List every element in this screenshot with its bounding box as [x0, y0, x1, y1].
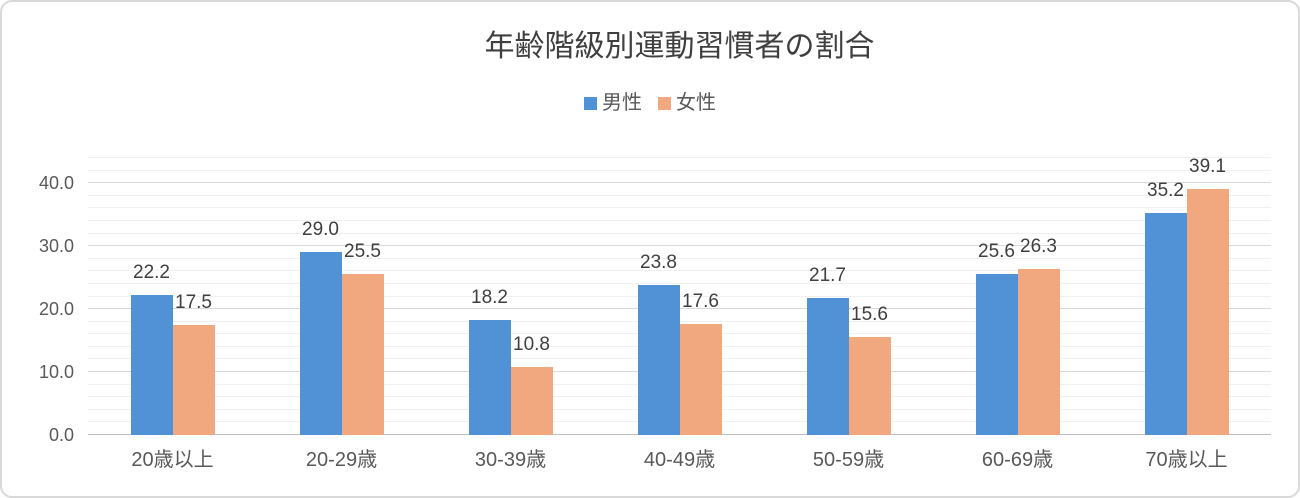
category-group: 18.2 10.8 30-39歳	[426, 158, 595, 471]
legend-label-male: 男性	[602, 92, 642, 114]
minor-gridline	[88, 219, 1271, 221]
data-label-male: 18.2	[471, 287, 508, 309]
male-series-swatch-icon	[584, 96, 597, 110]
bar-female[interactable]	[510, 367, 553, 435]
x-axis-category-label: 30-39歳	[474, 449, 547, 471]
minor-gridline	[88, 194, 1271, 196]
bar-male[interactable]	[806, 298, 849, 435]
plot-area: 0.0 10.0 20.0 30.0 40.0 22.2 17.5 20歳以上 29.0 25.…	[39, 155, 1271, 471]
legend: 男性 女性	[2, 90, 1298, 116]
bar-female[interactable]	[679, 324, 722, 435]
x-axis-category-label: 70歳以上	[1145, 449, 1228, 471]
data-label-female: 26.3	[1020, 236, 1057, 258]
x-axis-category-label: 60-69歳	[981, 449, 1054, 471]
bar-female[interactable]	[848, 336, 891, 435]
data-label-female: 17.5	[175, 291, 212, 313]
category-group: 25.6 26.3 60-69歳	[933, 158, 1102, 471]
data-label-male: 25.6	[978, 240, 1015, 262]
x-axis-category-label: 40-49歳	[643, 449, 716, 471]
data-label-male: 35.2	[1147, 180, 1184, 202]
bar-male[interactable]	[130, 295, 173, 435]
data-label-female: 15.6	[851, 303, 888, 325]
category-group: 22.2 17.5 20歳以上	[88, 158, 257, 471]
minor-gridline	[88, 320, 1271, 322]
bar-groups: 22.2 17.5 20歳以上 29.0 25.5 20-29歳 18.2 10.8 30-39…	[88, 155, 1271, 471]
y-axis-tick-label: 10.0	[38, 362, 74, 383]
bar-male[interactable]	[1144, 213, 1187, 435]
minor-gridline	[88, 295, 1271, 297]
x-axis-category-label: 50-59歳	[812, 449, 885, 471]
x-axis-category-label: 20-29歳	[305, 449, 378, 471]
minor-gridline	[88, 232, 1271, 234]
major-gridline	[88, 308, 1271, 310]
y-axis-tick-label: 20.0	[38, 299, 74, 320]
bar-female[interactable]	[1186, 188, 1229, 435]
category-group: 29.0 25.5 20-29歳	[257, 158, 426, 471]
y-axis-tick-label: 0.0	[48, 425, 74, 445]
female-series-swatch-icon	[658, 96, 671, 110]
minor-gridline	[88, 257, 1271, 259]
data-label-male: 22.2	[133, 262, 170, 284]
bar-female[interactable]	[1017, 269, 1060, 435]
minor-gridline	[88, 282, 1271, 284]
legend-label-female: 女性	[676, 92, 716, 114]
data-label-female: 10.8	[513, 334, 550, 356]
bar-female[interactable]	[172, 324, 215, 435]
bar-female[interactable]	[341, 274, 384, 435]
bar-male[interactable]	[299, 252, 342, 435]
category-group: 35.2 39.1 70歳以上	[1102, 155, 1271, 471]
data-label-male: 21.7	[809, 265, 846, 287]
data-label-male: 23.8	[640, 252, 677, 274]
category-group: 23.8 17.6 40-49歳	[595, 158, 764, 471]
legend-item-male[interactable]: 男性	[584, 90, 642, 116]
major-gridline	[88, 245, 1271, 247]
data-label-female: 25.5	[344, 241, 381, 263]
chart-title: 年齢階級別運動習慣者の割合	[484, 30, 875, 63]
bar-male[interactable]	[975, 273, 1018, 435]
minor-gridline	[88, 270, 1271, 272]
category-group: 21.7 15.6 50-59歳	[764, 158, 933, 471]
major-gridline	[88, 182, 1271, 184]
minor-gridline	[88, 157, 1271, 158]
bar-male[interactable]	[468, 320, 511, 435]
legend-item-female[interactable]: 女性	[658, 90, 716, 116]
y-axis-tick-label: 30.0	[38, 236, 74, 257]
data-label-female: 39.1	[1189, 155, 1226, 177]
minor-gridline	[88, 169, 1271, 171]
bar-male[interactable]	[637, 285, 680, 435]
x-axis-category-label: 20歳以上	[131, 449, 214, 471]
y-axis-tick-label: 40.0	[38, 173, 74, 194]
data-label-female: 17.6	[682, 291, 719, 313]
data-label-male: 29.0	[302, 219, 339, 241]
minor-gridline	[88, 207, 1271, 209]
